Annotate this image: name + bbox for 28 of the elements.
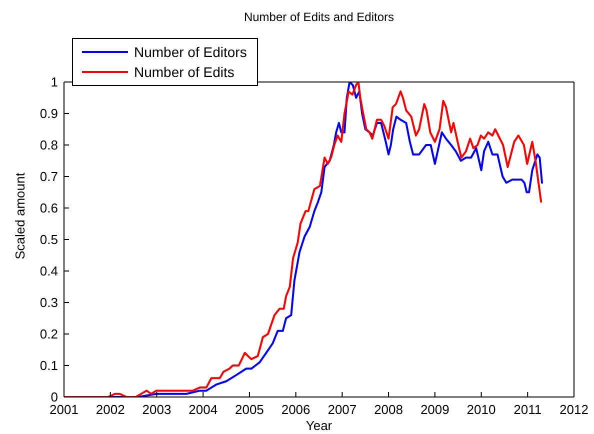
x-tick-label: 2005 [234,402,264,418]
x-tick-label: 2012 [560,402,588,418]
y-tick-label: 0.3 [40,295,58,310]
y-tick-label: 0.1 [40,358,58,374]
y-tick-label: 0.9 [40,106,58,122]
legend-label: Number of Editors [134,44,247,60]
y-tick-label: 1 [50,74,58,90]
x-tick-label: 2008 [374,402,404,418]
y-axis-title: Scaled amount [12,172,28,259]
x-axis-title: Year [304,418,334,433]
y-tick-label: 0.5 [40,232,58,248]
x-tick-label: 2002 [96,402,125,418]
legend-label: Number of Edits [134,64,234,80]
x-tick-label: 2001 [50,402,78,418]
y-tick-label: 0.6 [40,200,58,216]
y-tick-label: 0 [50,390,58,405]
y-tick-label: 0.8 [40,138,58,153]
chart-title: Number of Edits and Editors [242,10,396,24]
y-tick-label: 0.7 [40,169,58,184]
x-tick-label: 2003 [142,402,172,418]
x-tick-label: 2004 [188,402,218,418]
y-tick-label: 0.2 [40,326,58,342]
y-tick-label: 0.4 [40,264,58,279]
x-tick-label: 2006 [281,402,310,418]
x-tick-label: 2007 [328,402,357,418]
x-tick-label: 2011 [514,402,542,418]
x-tick-label: 2010 [466,402,496,418]
x-tick-label: 2009 [420,402,450,418]
